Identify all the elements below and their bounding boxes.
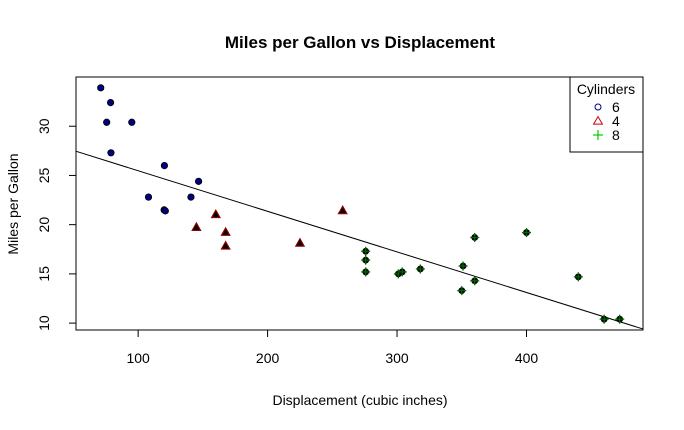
x-tick-label: 100 — [126, 350, 150, 366]
regression-line — [76, 150, 643, 330]
data-point-plus — [457, 286, 467, 296]
legend-entry: 6 — [594, 99, 620, 115]
data-point-plus — [458, 261, 468, 271]
data-point-plus — [397, 267, 407, 277]
y-axis: 10 15 20 25 30 — [36, 118, 77, 331]
data-point-triangle — [220, 240, 231, 250]
data-point-plus — [573, 272, 583, 282]
y-tick-label: 25 — [36, 167, 52, 183]
data-point-circle — [187, 193, 195, 201]
data-point-plus — [615, 314, 625, 324]
legend-entry: 8 — [593, 127, 620, 143]
data-point-circle — [160, 161, 169, 170]
data-point-plus — [361, 267, 371, 277]
legend-label: 8 — [612, 127, 620, 143]
data-point-triangle — [191, 221, 202, 231]
data-point-triangle — [220, 226, 231, 236]
y-tick-label: 10 — [36, 315, 52, 331]
data-points — [97, 84, 625, 324]
chart-title: Miles per Gallon vs Displacement — [225, 33, 496, 52]
legend-label: 4 — [612, 113, 620, 129]
y-axis-label: Miles per Gallon — [5, 153, 21, 254]
data-point-plus — [361, 255, 371, 265]
legend: Cylinders 648 — [569, 76, 644, 153]
plot-frame — [75, 76, 644, 331]
data-point-circle — [97, 84, 105, 92]
legend-box — [569, 76, 644, 153]
data-point-plus — [470, 276, 480, 286]
x-tick-label: 400 — [515, 350, 539, 366]
y-tick-label: 20 — [36, 217, 52, 233]
legend-title: Cylinders — [577, 81, 635, 97]
legend-entry: 4 — [592, 113, 620, 129]
x-tick-label: 300 — [385, 350, 409, 366]
x-tick-label: 200 — [256, 350, 280, 366]
y-tick-label: 30 — [36, 118, 52, 134]
regression-line-group — [76, 150, 643, 330]
data-point-circle — [144, 193, 153, 201]
data-point-circle — [106, 98, 115, 107]
data-point-circle — [161, 207, 169, 215]
data-point-plus — [599, 314, 609, 324]
data-point-triangle — [337, 205, 348, 215]
data-point-plus — [521, 228, 531, 238]
data-point-plus — [361, 246, 371, 256]
data-point-circle — [107, 149, 115, 157]
data-point-triangle — [210, 208, 221, 219]
legend-circle-marker — [594, 103, 602, 111]
x-axis-label: Displacement (cubic inches) — [272, 392, 447, 408]
data-point-triangle — [294, 237, 306, 247]
legend-label: 6 — [612, 99, 620, 115]
x-axis: 100 200 300 400 — [126, 329, 539, 366]
data-point-plus — [470, 232, 480, 242]
y-tick-label: 15 — [36, 266, 52, 282]
data-point-plus — [415, 264, 425, 274]
data-point-circle — [194, 177, 203, 185]
data-point-circle — [128, 118, 136, 126]
data-point-circle — [103, 118, 111, 126]
legend-triangle-marker — [592, 115, 604, 125]
